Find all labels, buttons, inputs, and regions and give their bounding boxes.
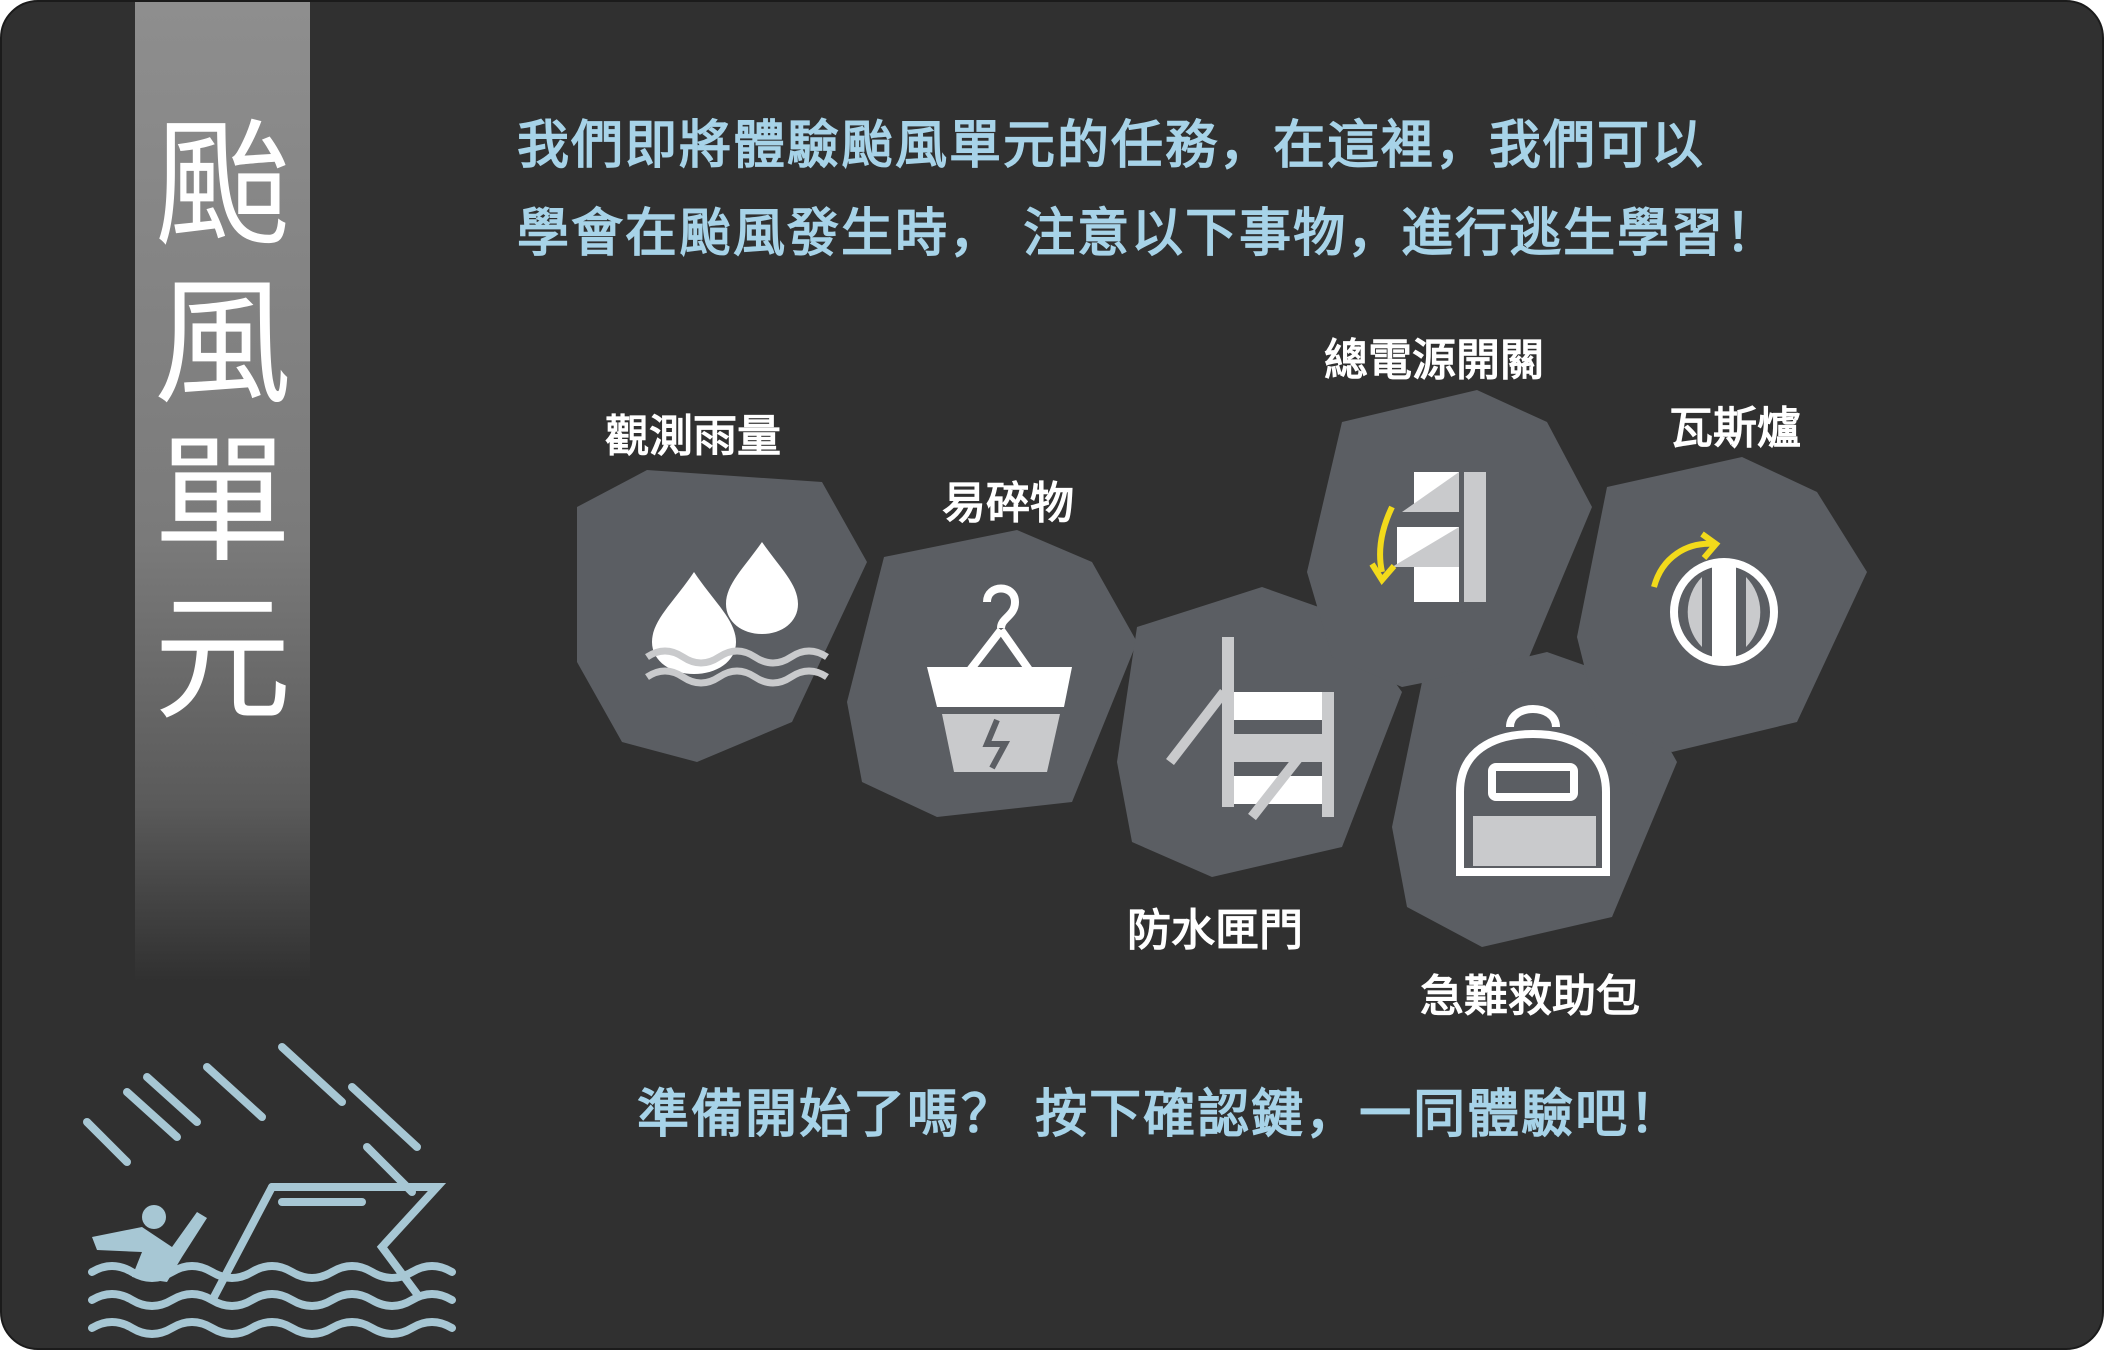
raindrops-water-icon <box>652 542 798 674</box>
label-rain-gauge: 觀測雨量 <box>605 411 781 462</box>
unit-title: 颱 風 單 元 <box>153 105 292 740</box>
intro-text: 我們即將體驗颱風單元的任務，在這裡，我們可以 學會在颱風發生時， 注意以下事物，… <box>517 102 2037 278</box>
label-power-switch: 總電源開關 <box>1324 335 1544 386</box>
power-switch-icon <box>1369 472 1486 602</box>
fragile-flowerpot-icon <box>927 584 1072 772</box>
label-backpack: 急難救助包 <box>1420 971 1640 1022</box>
waves <box>645 647 829 687</box>
intro-line-2: 學會在颱風發生時， 注意以下事物，進行逃生學習！ <box>517 204 1780 264</box>
intro-line-1: 我們即將體驗颱風單元的任務，在這裡，我們可以 <box>517 116 1706 176</box>
start-prompt: 準備開始了嗎？ 按下確認鍵，一同體驗吧！ <box>637 1085 1684 1145</box>
flood-house-illustration <box>83 1043 456 1338</box>
sidebar-title-bar: 颱 風 單 元 <box>135 2 310 982</box>
label-fragile: 易碎物 <box>942 478 1074 529</box>
label-gas-stove: 瓦斯爐 <box>1669 403 1801 454</box>
gas-knob-icon <box>1651 531 1778 666</box>
emergency-backpack-icon <box>1456 705 1610 876</box>
flood-gate-icon <box>1166 637 1334 821</box>
label-floodgate: 防水匣門 <box>1127 905 1303 956</box>
